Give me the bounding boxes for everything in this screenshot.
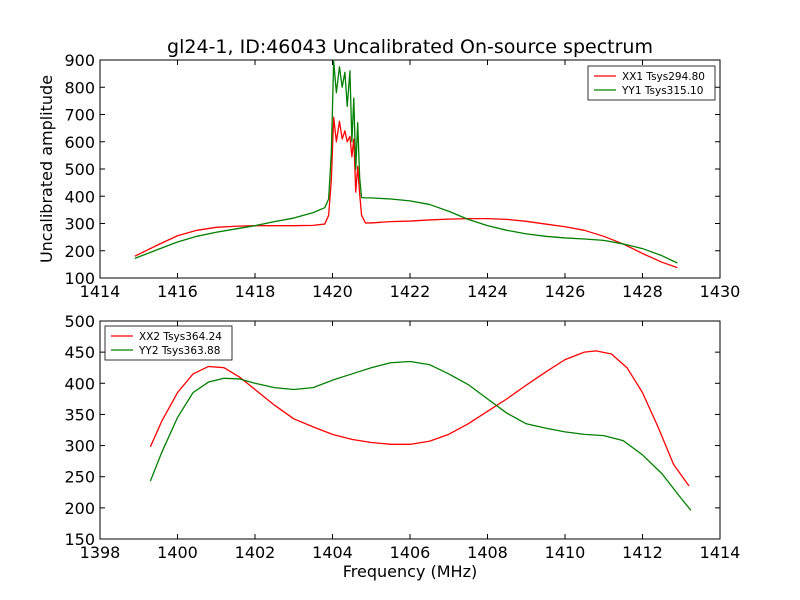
x-tick-label: 1428 xyxy=(622,282,663,301)
x-tick-label: 1416 xyxy=(157,282,198,301)
x-tick-label: 1412 xyxy=(622,543,663,562)
legend-entry: YY1 Tsys315.10 xyxy=(621,85,703,97)
y-tick-label: 600 xyxy=(64,133,95,152)
series-line-2 xyxy=(149,360,692,511)
x-tick-label: 1406 xyxy=(390,543,431,562)
x-tick-label: 1430 xyxy=(700,282,741,301)
y-tick-label: 200 xyxy=(64,499,95,518)
y-tick-label: 500 xyxy=(64,312,95,331)
x-tick-label: 1398 xyxy=(80,543,121,562)
y-tick-label: 250 xyxy=(64,468,95,487)
x-tick-label: 1410 xyxy=(545,543,586,562)
x-tick-label: 1404 xyxy=(312,543,353,562)
x-tick-label: 1422 xyxy=(390,282,431,301)
y-tick-label: 400 xyxy=(64,374,95,393)
series-line-2 xyxy=(134,60,678,264)
y-tick-label: 300 xyxy=(64,215,95,234)
bottom-spectrum-plot: 1398 1400 1402 1404 1406 1408 1410 1412 1414 150 2… xyxy=(64,312,740,581)
y-tick-label: 150 xyxy=(64,530,95,549)
y-axis-label: Uncalibrated amplitude xyxy=(37,75,56,263)
y-tick-label: 200 xyxy=(64,242,95,261)
x-tick-label: 1420 xyxy=(312,282,353,301)
y-tick-label: 400 xyxy=(64,187,95,206)
y-tick-label: 100 xyxy=(64,269,95,288)
y-tick-label: 800 xyxy=(64,78,95,97)
x-tick-label: 1408 xyxy=(467,543,508,562)
legend-entry: XX2 Tsys364.24 xyxy=(139,331,222,343)
legend: XX2 Tsys364.24 YY2 Tsys363.88 xyxy=(104,325,233,361)
y-tick-label: 300 xyxy=(64,437,95,456)
y-tick-label: 500 xyxy=(64,160,95,179)
series-line-1 xyxy=(149,350,690,487)
series-line-1 xyxy=(134,116,678,269)
legend: XX1 Tsys294.80 YY1 Tsys315.10 xyxy=(587,65,716,101)
figure-title: gl24-1, ID:46043 Uncalibrated On-source … xyxy=(167,36,653,58)
legend-box xyxy=(587,65,716,101)
legend-entry: XX1 Tsys294.80 xyxy=(622,71,705,83)
x-tick-label: 1400 xyxy=(157,543,198,562)
x-tick-label: 1424 xyxy=(467,282,508,301)
x-tick-label: 1402 xyxy=(235,543,276,562)
x-tick-label: 1426 xyxy=(545,282,586,301)
y-tick-label: 350 xyxy=(64,405,95,424)
x-tick-label: 1414 xyxy=(80,282,121,301)
x-tick-label: 1418 xyxy=(235,282,276,301)
y-tick-label: 700 xyxy=(64,106,95,125)
top-spectrum-plot: 1414 1416 1418 1420 1422 1424 1426 1428 1430 100 2… xyxy=(37,51,740,301)
x-tick-label: 1414 xyxy=(700,543,741,562)
y-tick-label: 900 xyxy=(64,51,95,70)
legend-box xyxy=(104,325,233,361)
y-tick-label: 450 xyxy=(64,343,95,362)
x-axis-label: Frequency (MHz) xyxy=(343,562,477,581)
legend-entry: YY2 Tsys363.88 xyxy=(138,345,220,357)
